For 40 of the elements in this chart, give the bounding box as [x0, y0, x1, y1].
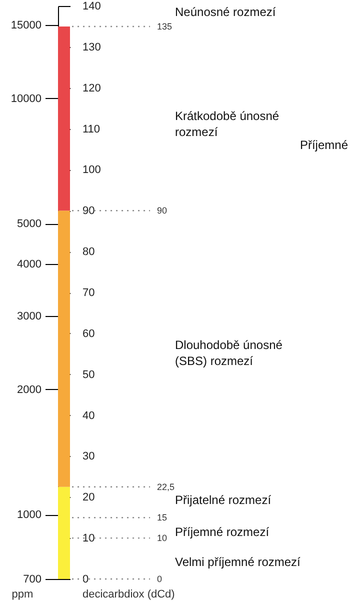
y-tick-label: 50: [82, 368, 95, 381]
y-tick-label: 30: [82, 450, 95, 463]
ref-line-label: 22,5: [157, 482, 175, 492]
bar: [58, 486, 70, 579]
y-tick-label: 0: [82, 574, 89, 586]
ref-line-label: 135: [157, 21, 172, 32]
text: Krátkodobě únosné rozmezí: [175, 109, 280, 139]
ref-line-label: 10: [157, 533, 168, 544]
y-tick-label: 70: [82, 287, 95, 299]
y-tick-label: 10: [82, 532, 95, 545]
bar: [58, 210, 70, 487]
text: Neúnosné rozmezí: [175, 5, 276, 19]
y-tick-label: 130: [82, 41, 101, 54]
y2-tick-label: 5000: [17, 218, 42, 230]
y-tick-label: 60: [82, 328, 95, 340]
y2-tick-label: 3000: [17, 310, 42, 322]
ref-line-label: 15: [157, 512, 168, 523]
y2-tick-label: 10000: [10, 92, 42, 105]
y-tick-label: 40: [82, 410, 95, 422]
y-tick-label: 100: [82, 164, 101, 176]
text: Příjemné: [300, 138, 348, 152]
y2-tick-label: 700: [23, 574, 42, 586]
text: Velmi příjemné rozmezí: [175, 555, 302, 569]
y2-axis-title: ppm: [12, 588, 34, 600]
y-tick-label: 120: [82, 82, 101, 94]
ref-line-label: 90: [157, 206, 168, 216]
y-axis-title: decicarbdiox (dCd): [82, 588, 175, 600]
ref-line-label: 0: [157, 574, 162, 584]
y2-tick-label: 4000: [17, 258, 42, 270]
y2-tick-label: 2000: [17, 384, 42, 396]
text: Dlouhodobě únosné (SBS) rozmezí: [175, 338, 283, 368]
y-tick-label: 20: [82, 492, 95, 504]
bar: [58, 26, 70, 211]
text: Příjemné rozmezí: [175, 525, 270, 539]
y-tick-label: 80: [82, 246, 95, 258]
text: Přijatelné rozmezí: [175, 493, 272, 507]
y2-tick-label: 15000: [10, 20, 42, 32]
y-tick-label: 110: [82, 123, 100, 136]
y2-tick-label: 1000: [17, 509, 42, 522]
y-tick-label: 140: [82, 0, 101, 12]
